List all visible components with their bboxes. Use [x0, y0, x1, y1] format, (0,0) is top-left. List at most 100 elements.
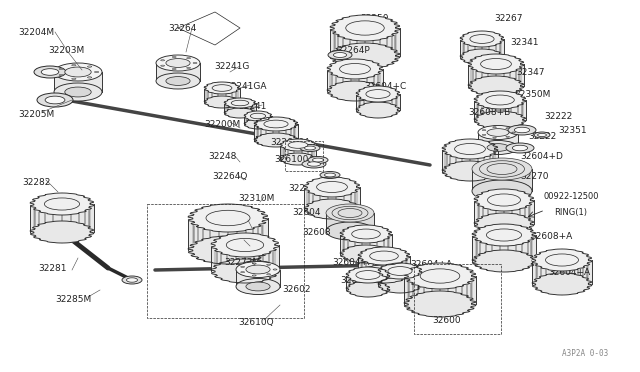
Ellipse shape	[172, 57, 176, 58]
Ellipse shape	[193, 62, 197, 64]
Ellipse shape	[512, 145, 528, 151]
Text: 32604+C: 32604+C	[364, 82, 406, 91]
Ellipse shape	[340, 245, 392, 263]
Ellipse shape	[308, 157, 328, 164]
Ellipse shape	[161, 60, 164, 61]
Text: 32264P: 32264P	[336, 46, 370, 55]
Ellipse shape	[330, 15, 400, 41]
Ellipse shape	[454, 144, 485, 154]
Polygon shape	[330, 28, 400, 56]
Ellipse shape	[388, 267, 412, 275]
Text: 32281: 32281	[38, 264, 67, 273]
Ellipse shape	[280, 153, 316, 165]
Ellipse shape	[338, 208, 362, 218]
Ellipse shape	[326, 204, 374, 222]
Ellipse shape	[488, 194, 520, 206]
Text: 32610Q: 32610Q	[238, 318, 274, 327]
Text: 32264Q: 32264Q	[212, 172, 248, 181]
Ellipse shape	[366, 90, 390, 99]
Text: 32310M: 32310M	[238, 194, 275, 203]
Ellipse shape	[487, 164, 517, 174]
Ellipse shape	[508, 125, 536, 135]
Polygon shape	[460, 39, 504, 57]
Polygon shape	[280, 145, 316, 159]
Text: 32267: 32267	[494, 14, 522, 23]
Ellipse shape	[479, 161, 525, 177]
Ellipse shape	[324, 173, 335, 177]
Ellipse shape	[304, 177, 360, 197]
Ellipse shape	[482, 134, 486, 135]
Polygon shape	[156, 63, 200, 81]
Ellipse shape	[254, 133, 298, 147]
Polygon shape	[304, 187, 360, 209]
Text: 32341: 32341	[510, 38, 538, 47]
Text: 322640A: 322640A	[270, 138, 310, 147]
Ellipse shape	[332, 206, 368, 220]
Ellipse shape	[161, 65, 164, 66]
Ellipse shape	[246, 265, 270, 274]
Polygon shape	[468, 64, 524, 86]
Ellipse shape	[481, 58, 511, 70]
Text: 32602: 32602	[340, 276, 369, 285]
Ellipse shape	[474, 111, 526, 129]
Polygon shape	[356, 94, 400, 110]
Ellipse shape	[267, 274, 271, 275]
Ellipse shape	[532, 273, 592, 295]
Ellipse shape	[254, 117, 298, 131]
Text: 32604: 32604	[292, 208, 321, 217]
Polygon shape	[54, 72, 102, 92]
Text: 32250: 32250	[360, 14, 388, 23]
Ellipse shape	[487, 129, 509, 137]
Ellipse shape	[478, 141, 518, 154]
Text: 32241GA: 32241GA	[225, 82, 266, 91]
Polygon shape	[211, 245, 279, 271]
Ellipse shape	[244, 119, 272, 129]
Text: 32260: 32260	[338, 64, 367, 73]
Ellipse shape	[468, 76, 524, 96]
Text: 32282: 32282	[22, 178, 51, 187]
Ellipse shape	[156, 73, 200, 89]
Text: 32312: 32312	[218, 238, 246, 247]
Ellipse shape	[44, 198, 79, 210]
Ellipse shape	[442, 161, 498, 181]
Ellipse shape	[30, 193, 94, 215]
Ellipse shape	[122, 276, 142, 284]
Text: 32604+A: 32604+A	[332, 258, 374, 267]
Polygon shape	[442, 149, 498, 171]
Ellipse shape	[288, 142, 308, 148]
Ellipse shape	[352, 229, 380, 239]
Text: 32230: 32230	[288, 184, 317, 193]
Ellipse shape	[59, 68, 63, 70]
Ellipse shape	[95, 71, 99, 73]
Ellipse shape	[166, 59, 190, 67]
Ellipse shape	[250, 113, 266, 119]
Ellipse shape	[493, 137, 497, 138]
Ellipse shape	[187, 58, 191, 59]
Text: 00922-12500: 00922-12500	[544, 192, 600, 201]
Text: RING(1): RING(1)	[554, 208, 587, 217]
Ellipse shape	[327, 81, 383, 101]
Ellipse shape	[474, 189, 534, 211]
Ellipse shape	[482, 129, 486, 131]
Ellipse shape	[304, 199, 360, 219]
Text: 32604+A: 32604+A	[410, 260, 452, 269]
Text: 32273M: 32273M	[224, 258, 260, 267]
Ellipse shape	[487, 144, 509, 151]
Ellipse shape	[88, 77, 92, 78]
Ellipse shape	[330, 43, 400, 69]
Ellipse shape	[506, 128, 509, 129]
Ellipse shape	[420, 269, 460, 283]
Text: 32314: 32314	[222, 218, 250, 227]
Ellipse shape	[246, 282, 270, 291]
Text: 32602: 32602	[416, 278, 445, 287]
Ellipse shape	[65, 67, 92, 77]
Text: 32604+A: 32604+A	[548, 268, 590, 277]
Ellipse shape	[493, 127, 497, 128]
Ellipse shape	[188, 236, 268, 264]
Polygon shape	[326, 213, 374, 231]
Ellipse shape	[188, 204, 268, 232]
Ellipse shape	[327, 59, 383, 79]
Ellipse shape	[340, 64, 371, 74]
Text: A3P2A 0-03: A3P2A 0-03	[562, 349, 608, 358]
Text: 32347: 32347	[516, 68, 545, 77]
